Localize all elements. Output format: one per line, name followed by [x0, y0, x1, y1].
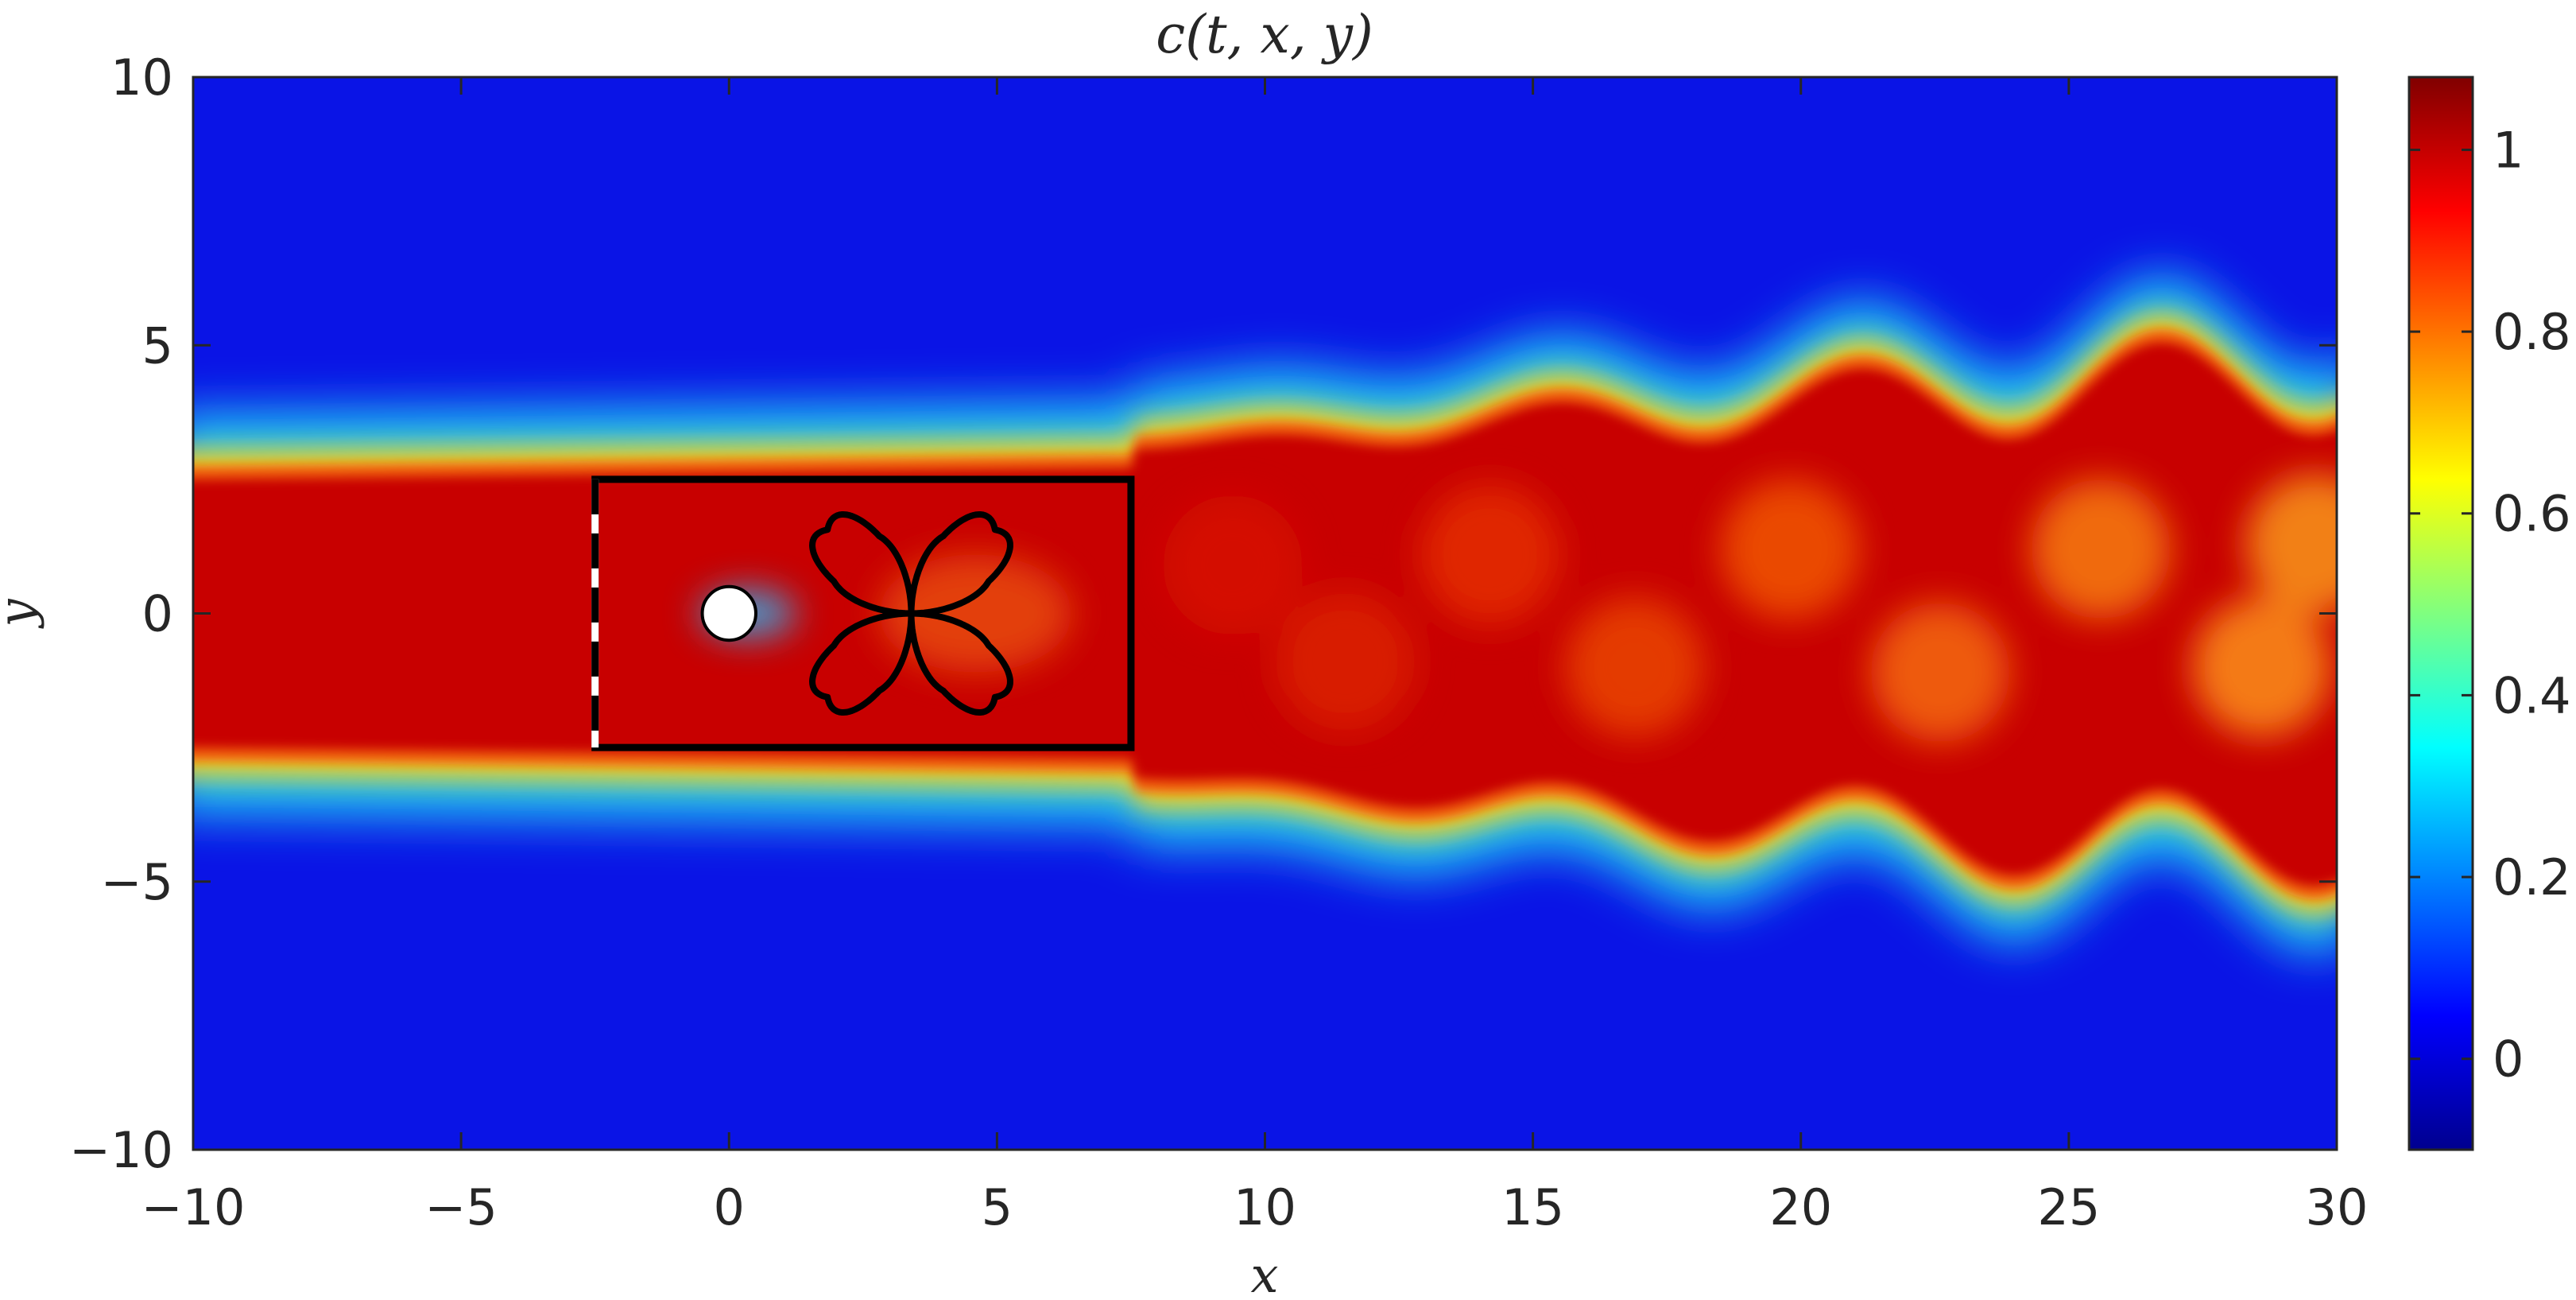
x-tick-label: 20	[1769, 1178, 1832, 1236]
near-wake-region	[879, 554, 1072, 673]
colorbar-tick-label: 0.4	[2493, 666, 2571, 724]
y-tick-label: −5	[101, 853, 173, 911]
vortex-core	[2191, 597, 2332, 737]
vortex-core	[2245, 474, 2337, 614]
x-tick-label: 0	[714, 1178, 745, 1236]
vortex-core	[1870, 603, 2010, 743]
y-tick-label: −10	[69, 1121, 173, 1179]
vortex-core	[1565, 597, 1705, 737]
overlays	[591, 475, 1135, 751]
vortex-core	[2031, 479, 2171, 619]
vortex-core	[1275, 592, 1416, 731]
rose-curve	[809, 511, 1013, 716]
y-tick-label: 0	[142, 585, 173, 643]
x-tick-label: −5	[424, 1178, 497, 1236]
vortex-core	[1163, 495, 1303, 635]
x-tick-label: 25	[2037, 1178, 2100, 1236]
colorbar-tick-label: 0.6	[2493, 485, 2571, 543]
heatmap	[193, 77, 2337, 1150]
y-axis: 10 5 0 −5 −10	[69, 49, 2337, 1179]
y-axis-label: y	[0, 599, 45, 630]
colorbar-tick-label: 1	[2493, 121, 2524, 179]
x-tick-label: 15	[1501, 1178, 1564, 1236]
colorbar-tick-label: 0.8	[2493, 303, 2571, 361]
colorbar-ticks: 1 0.8 0.6 0.4 0.2 0	[2409, 121, 2571, 1089]
vortex-core	[1420, 484, 1560, 624]
y-tick-label: 5	[142, 316, 173, 374]
colorbar-frame	[2407, 76, 2474, 1151]
colorbar-tick-label: 0.2	[2493, 848, 2571, 906]
colorbar-tick-label: 0	[2493, 1030, 2524, 1089]
chart-title: c(t, x, y)	[1156, 4, 1373, 65]
colorbar-gradient	[2409, 77, 2473, 1150]
x-tick-label: −10	[141, 1178, 246, 1236]
vortex-core	[1720, 479, 1860, 619]
x-tick-label: 10	[1234, 1178, 1296, 1236]
x-tick-label: 30	[2306, 1178, 2369, 1236]
x-axis-label: x	[1251, 1246, 1279, 1300]
x-axis: −10 −5 0 5 10 15 20 25 30	[141, 77, 2369, 1236]
x-tick-label: 5	[982, 1178, 1013, 1236]
y-tick-label: 10	[110, 49, 173, 107]
heatmap-core-highlights	[699, 474, 2337, 743]
colorbar: 1 0.8 0.6 0.4 0.2 0	[2407, 76, 2571, 1151]
cylinder	[700, 584, 757, 642]
